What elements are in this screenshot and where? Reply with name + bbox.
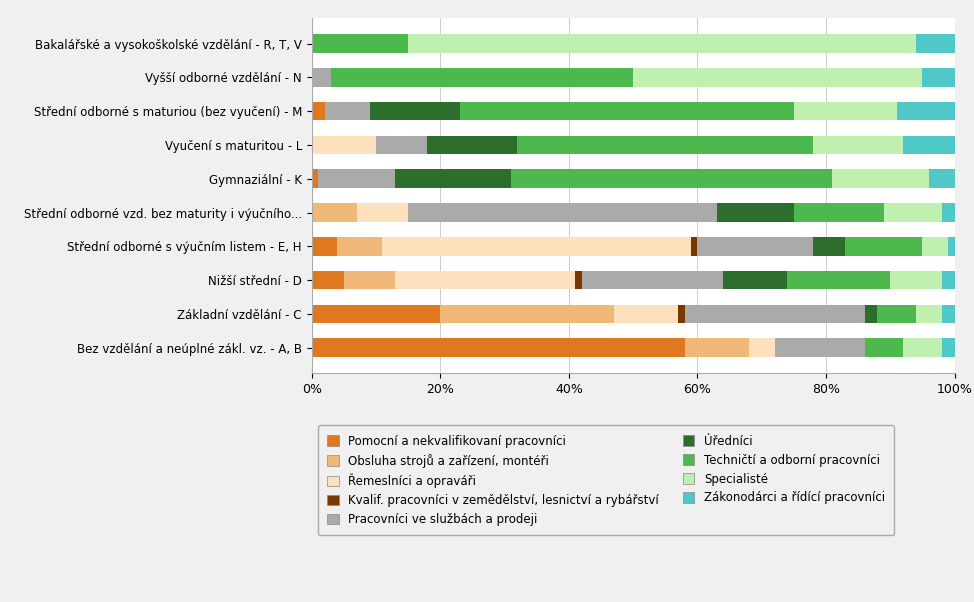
Bar xyxy=(833,169,929,188)
Bar xyxy=(723,271,787,290)
Bar xyxy=(376,135,428,154)
Bar xyxy=(408,34,916,53)
Bar xyxy=(312,237,337,256)
Bar xyxy=(312,135,376,154)
Bar xyxy=(678,305,685,323)
Bar xyxy=(440,305,614,323)
Bar xyxy=(408,203,717,222)
Bar xyxy=(344,271,395,290)
Bar xyxy=(922,237,948,256)
Bar xyxy=(948,237,955,256)
Bar xyxy=(517,135,813,154)
Bar xyxy=(369,102,460,120)
Bar xyxy=(581,271,723,290)
Bar xyxy=(813,237,845,256)
Bar xyxy=(318,169,395,188)
Bar xyxy=(787,271,890,290)
Bar xyxy=(903,338,942,357)
Bar xyxy=(813,135,903,154)
Bar xyxy=(685,338,749,357)
Bar xyxy=(395,169,511,188)
Legend: Pomocní a nekvalifikovaní pracovníci, Obsluha strojů a zařízení, montéři, Řemesl: Pomocní a nekvalifikovaní pracovníci, Ob… xyxy=(318,426,894,535)
Bar xyxy=(312,169,318,188)
Bar xyxy=(865,338,903,357)
Bar xyxy=(337,237,383,256)
Bar xyxy=(916,305,942,323)
Bar xyxy=(878,305,916,323)
Bar xyxy=(942,203,955,222)
Bar xyxy=(614,305,678,323)
Bar xyxy=(312,271,344,290)
Bar xyxy=(633,68,922,87)
Bar xyxy=(312,338,685,357)
Bar xyxy=(312,203,356,222)
Bar xyxy=(576,271,581,290)
Bar xyxy=(312,68,331,87)
Bar xyxy=(942,305,955,323)
Bar xyxy=(324,102,369,120)
Bar xyxy=(691,237,697,256)
Bar xyxy=(717,203,794,222)
Bar xyxy=(774,338,865,357)
Bar xyxy=(312,102,324,120)
Bar xyxy=(922,68,955,87)
Bar xyxy=(749,338,774,357)
Bar xyxy=(897,102,955,120)
Bar xyxy=(845,237,922,256)
Bar xyxy=(685,305,865,323)
Bar xyxy=(697,237,813,256)
Bar xyxy=(428,135,517,154)
Bar xyxy=(865,305,878,323)
Bar xyxy=(312,305,440,323)
Bar xyxy=(460,102,794,120)
Bar xyxy=(942,338,955,357)
Bar xyxy=(395,271,576,290)
Bar xyxy=(312,34,408,53)
Bar xyxy=(794,203,883,222)
Bar xyxy=(794,102,897,120)
Bar xyxy=(890,271,942,290)
Bar xyxy=(942,271,955,290)
Bar xyxy=(511,169,833,188)
Bar xyxy=(916,34,955,53)
Bar xyxy=(383,237,691,256)
Bar xyxy=(356,203,408,222)
Bar xyxy=(883,203,942,222)
Bar xyxy=(929,169,955,188)
Bar xyxy=(331,68,633,87)
Bar xyxy=(903,135,955,154)
